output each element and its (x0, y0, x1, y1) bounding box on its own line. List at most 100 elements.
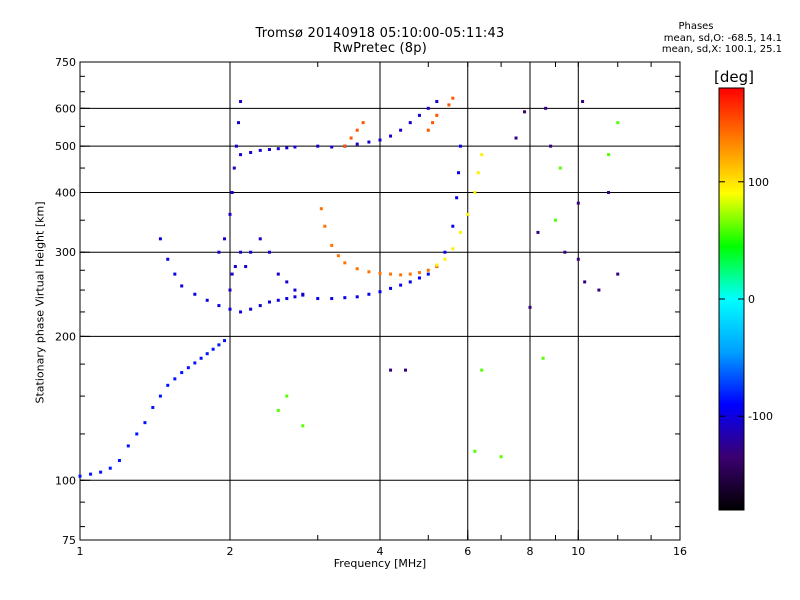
data-point (458, 230, 462, 234)
data-point (426, 106, 430, 110)
x-tick-label: 16 (673, 545, 687, 558)
data-point (223, 339, 227, 343)
data-point (249, 307, 253, 311)
data-point (389, 286, 393, 290)
data-point (336, 254, 340, 258)
y-tick-label: 750 (55, 56, 76, 69)
data-point (499, 455, 503, 459)
data-point (166, 383, 170, 387)
data-point (239, 250, 243, 254)
data-point (536, 230, 540, 234)
data-point (180, 371, 184, 375)
data-point (285, 297, 289, 301)
data-point (233, 265, 237, 269)
data-point (389, 368, 393, 372)
data-point (151, 405, 155, 409)
data-point (258, 237, 262, 241)
chart-subtitle: RwPretec (8p) (333, 41, 427, 56)
data-point (301, 424, 305, 428)
data-point (399, 273, 403, 277)
data-point (417, 113, 421, 117)
data-point (166, 257, 170, 261)
y-axis-label: Stationary phase Virtual Height [km] (33, 201, 47, 404)
stats-heading: Phases (678, 21, 714, 32)
data-point (330, 243, 334, 247)
data-point (249, 250, 253, 254)
stats-o-mode: mean, sd,O: -68.5, 14.1 (663, 33, 782, 44)
data-point (576, 201, 580, 205)
data-point (389, 272, 393, 276)
data-point (443, 250, 447, 254)
data-point (285, 280, 289, 284)
data-point (426, 272, 430, 276)
data-point (230, 272, 234, 276)
data-point (108, 466, 112, 470)
y-tick-label: 100 (55, 474, 76, 487)
data-point (378, 271, 382, 275)
data-point (451, 224, 455, 228)
data-point (293, 295, 297, 299)
data-point (193, 292, 197, 296)
y-tick-label: 500 (55, 140, 76, 153)
data-point (228, 212, 232, 216)
data-point (367, 140, 371, 144)
data-point (330, 297, 334, 301)
data-point (236, 121, 240, 125)
y-tick-label: 600 (55, 102, 76, 115)
data-point (239, 100, 243, 104)
colorbar-tick-label: -100 (748, 410, 773, 423)
colorbar-ticks: 100 0 -100 (719, 176, 773, 423)
data-point (378, 138, 382, 142)
data-point (230, 190, 234, 194)
data-point (378, 290, 382, 294)
data-point (431, 121, 435, 125)
data-point (576, 257, 580, 261)
data-point (89, 472, 93, 476)
data-point (267, 250, 271, 254)
data-point (239, 153, 243, 157)
y-tick-label: 300 (55, 246, 76, 259)
data-point (355, 295, 359, 299)
data-point (199, 356, 203, 360)
data-point (217, 250, 221, 254)
data-point (126, 444, 130, 448)
data-point (316, 297, 320, 301)
data-point (285, 394, 289, 398)
data-point (349, 136, 353, 140)
data-point (447, 103, 451, 107)
y-tick-label: 75 (62, 534, 76, 547)
data-point (435, 113, 439, 117)
data-point (476, 171, 480, 175)
data-point (367, 292, 371, 296)
data-point (143, 421, 147, 425)
data-point (258, 148, 262, 152)
data-point (544, 106, 548, 110)
data-point (158, 394, 162, 398)
data-point (276, 147, 280, 151)
data-point (435, 263, 439, 267)
data-point (232, 166, 236, 170)
data-point (563, 250, 567, 254)
data-point (319, 207, 323, 211)
x-axis-label: Frequency [MHz] (333, 557, 427, 570)
data-point (399, 128, 403, 132)
data-point (234, 144, 238, 148)
data-point (597, 288, 601, 292)
data-point (343, 296, 347, 300)
data-point (228, 288, 232, 292)
data-point (473, 449, 477, 453)
data-points (78, 96, 620, 478)
data-point (173, 272, 177, 276)
data-point (323, 224, 327, 228)
data-point (186, 366, 190, 370)
x-tick-label: 10 (571, 545, 585, 558)
data-point (316, 144, 320, 148)
data-point (355, 142, 359, 146)
data-point (244, 265, 248, 269)
data-point (417, 271, 421, 275)
data-point (217, 343, 221, 347)
data-point (276, 298, 280, 302)
data-point (293, 288, 297, 292)
data-point (117, 458, 121, 462)
